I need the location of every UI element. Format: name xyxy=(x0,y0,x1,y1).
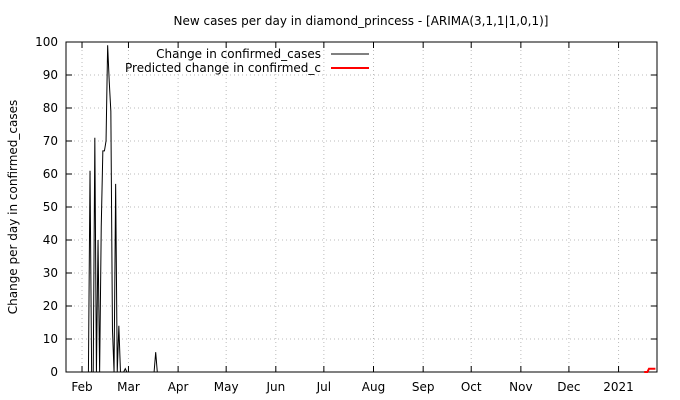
y-tick-label: 0 xyxy=(50,365,58,379)
legend: Change in confirmed_cases Predicted chan… xyxy=(125,47,369,75)
y-tick-label: 30 xyxy=(43,266,58,280)
legend-label-series-0: Change in confirmed_cases xyxy=(156,47,321,61)
y-tick-label: 60 xyxy=(43,167,58,181)
grid xyxy=(66,42,657,372)
x-tick-label: Sep xyxy=(412,380,435,394)
x-tick-label: Mar xyxy=(117,380,140,394)
y-tick-label: 80 xyxy=(43,101,58,115)
series-line-1 xyxy=(644,367,656,373)
x-tick-label: May xyxy=(214,380,239,394)
y-axis-label: Change per day in confirmed_cases xyxy=(6,100,20,315)
x-tick-label: Jun xyxy=(265,380,285,394)
x-tick-label: Dec xyxy=(557,380,580,394)
x-tick-label: Jul xyxy=(316,380,331,394)
y-tick-label: 70 xyxy=(43,134,58,148)
x-tick-label: Feb xyxy=(71,380,92,394)
y-tick-label: 10 xyxy=(43,332,58,346)
x-tick-label: Apr xyxy=(168,380,189,394)
x-tick-label: Nov xyxy=(509,380,532,394)
y-tick-label: 40 xyxy=(43,233,58,247)
y-tick-label: 20 xyxy=(43,299,58,313)
y-tick-label: 100 xyxy=(35,35,58,49)
x-tick-label: 2021 xyxy=(603,380,634,394)
x-tick-label: Aug xyxy=(362,380,385,394)
series-group xyxy=(66,45,656,373)
y-tick-label: 90 xyxy=(43,68,58,82)
axes: 0 10 20 30 40 50 60 70 80 90 100 Feb Mar Apr May Jun Jul… xyxy=(35,35,657,394)
series-line-0 xyxy=(66,45,645,373)
x-tick-label: Oct xyxy=(461,380,482,394)
legend-label-series-1: Predicted change in confirmed_c xyxy=(125,61,321,75)
chart-title: New cases per day in diamond_princess - … xyxy=(173,14,548,28)
y-tick-label: 50 xyxy=(43,200,58,214)
